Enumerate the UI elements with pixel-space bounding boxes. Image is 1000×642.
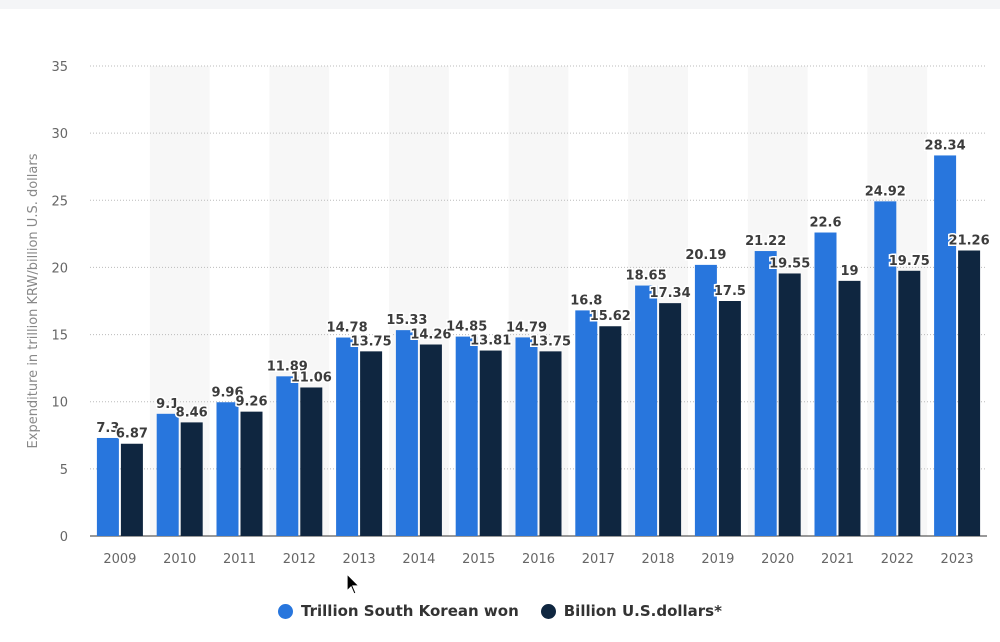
y-tick-label: 20: [51, 261, 68, 276]
data-label-krw: 22.6: [809, 216, 841, 231]
x-tick-label: 2009: [103, 552, 136, 567]
bar-krw: [874, 201, 897, 537]
bar-usd: [240, 411, 263, 536]
data-label-usd: 8.46: [176, 405, 208, 420]
mouse-cursor-icon: [346, 573, 361, 595]
bar-krw: [455, 336, 478, 536]
bar-krw: [96, 437, 119, 536]
bar-krw: [216, 402, 239, 536]
bar-krw: [515, 337, 538, 536]
data-label-krw: 16.8: [570, 293, 602, 308]
data-label-krw: 14.85: [446, 320, 487, 335]
data-label-usd: 21.26: [949, 234, 990, 249]
bar-krw: [156, 413, 179, 536]
y-axis-label: Expenditure in trillion KRW/billion U.S.…: [26, 153, 41, 448]
y-tick-label: 35: [51, 60, 68, 75]
bar-usd: [659, 303, 682, 536]
data-label-usd: 14.26: [410, 328, 451, 343]
data-label-usd: 19.55: [769, 256, 810, 271]
legend: Trillion South Korean won Billion U.S.do…: [0, 602, 1000, 620]
data-label-krw: 11.89: [267, 359, 308, 374]
x-tick-label: 2019: [701, 552, 734, 567]
x-tick-label: 2021: [821, 552, 854, 567]
bar-usd: [838, 280, 861, 536]
bar-krw: [814, 232, 837, 536]
data-label-usd: 17.5: [714, 284, 746, 299]
y-tick-label: 30: [51, 127, 68, 142]
legend-item-krw[interactable]: Trillion South Korean won: [278, 602, 519, 620]
x-tick-label: 2014: [402, 552, 435, 567]
legend-item-usd[interactable]: Billion U.S.dollars*: [540, 602, 722, 620]
x-tick-label: 2012: [283, 552, 316, 567]
data-label-krw: 21.22: [745, 234, 786, 249]
data-label-usd: 19.75: [889, 254, 930, 269]
bar-krw: [395, 330, 418, 536]
bar-usd: [898, 270, 921, 536]
data-label-krw: 9.96: [211, 385, 243, 400]
y-tick-label: 10: [51, 396, 68, 411]
bar-usd: [180, 422, 203, 536]
bar-krw: [276, 376, 299, 536]
x-tick-label: 2011: [223, 552, 256, 567]
bar-krw: [754, 251, 777, 536]
data-label-usd: 9.26: [235, 395, 267, 410]
bar-chart: Expenditure in trillion KRW/billion U.S.…: [26, 60, 991, 567]
x-tick-label: 2015: [462, 552, 495, 567]
bar-usd: [120, 443, 143, 536]
bar-usd: [778, 273, 801, 536]
data-label-krw: 18.65: [626, 269, 667, 284]
data-label-usd: 13.75: [530, 334, 571, 349]
data-label-usd: 15.62: [590, 309, 631, 324]
bar-krw: [635, 285, 658, 536]
data-label-usd: 19: [840, 264, 858, 279]
x-tick-label: 2023: [941, 552, 974, 567]
bar-krw: [336, 337, 359, 536]
data-label-usd: 6.87: [116, 427, 148, 442]
legend-marker-krw: [278, 603, 294, 619]
x-tick-label: 2016: [522, 552, 555, 567]
data-label-krw: 28.34: [925, 138, 966, 153]
data-label-krw: 7.3: [96, 421, 119, 436]
x-tick-label: 2013: [343, 552, 376, 567]
y-tick-label: 15: [51, 329, 68, 344]
legend-label-krw: Trillion South Korean won: [301, 602, 519, 620]
data-label-usd: 13.75: [351, 334, 392, 349]
data-label-krw: 15.33: [386, 313, 427, 328]
bar-krw: [934, 155, 957, 537]
bar-krw: [694, 264, 717, 536]
x-tick-label: 2018: [642, 552, 675, 567]
data-label-usd: 11.06: [291, 370, 332, 385]
data-label-usd: 13.81: [470, 334, 511, 349]
bar-usd: [599, 326, 622, 536]
y-tick-label: 25: [51, 194, 68, 209]
bar-usd: [300, 387, 323, 536]
bar-usd: [360, 351, 383, 536]
bar-usd: [718, 301, 741, 536]
data-label-usd: 17.34: [650, 286, 691, 301]
top-bar: [0, 0, 1000, 9]
data-label-krw: 14.78: [327, 321, 368, 336]
x-tick-label: 2020: [761, 552, 794, 567]
x-tick-label: 2017: [582, 552, 615, 567]
data-label-krw: 20.19: [685, 248, 726, 263]
data-label-krw: 24.92: [865, 184, 906, 199]
data-label-krw: 14.79: [506, 320, 547, 335]
bar-usd: [539, 351, 562, 536]
y-tick-label: 5: [60, 463, 68, 478]
bar-krw: [575, 310, 598, 536]
bar-usd: [958, 250, 981, 536]
bar-usd: [479, 350, 502, 536]
data-label-krw: 9.1: [156, 397, 179, 412]
legend-label-usd: Billion U.S.dollars*: [563, 602, 722, 620]
y-tick-label: 0: [60, 530, 68, 545]
x-tick-label: 2010: [163, 552, 196, 567]
x-tick-label: 2022: [881, 552, 914, 567]
bar-usd: [419, 344, 442, 536]
legend-marker-usd: [540, 603, 556, 619]
